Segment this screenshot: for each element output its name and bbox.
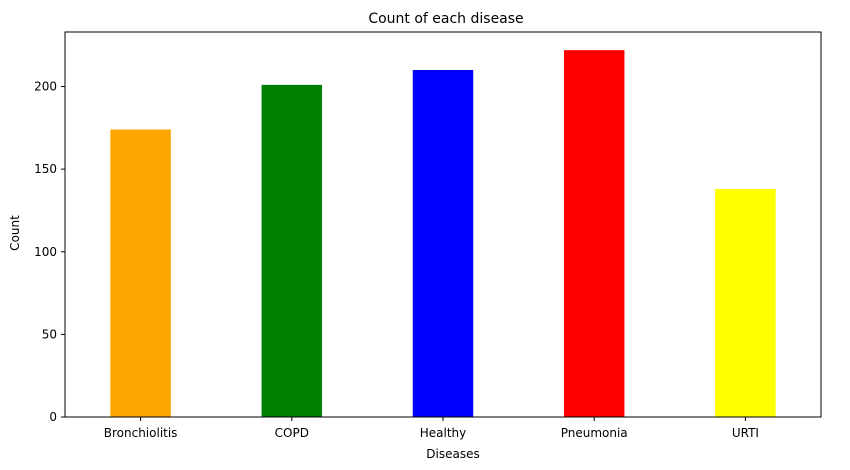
bar-pneumonia <box>563 50 625 417</box>
x-tick-label: Pneumonia <box>561 426 628 440</box>
chart-title: Count of each disease <box>368 11 523 27</box>
y-tick-label: 200 <box>34 80 57 94</box>
x-tick-label: Bronchiolitis <box>104 426 178 440</box>
bar-copd <box>261 84 323 417</box>
y-tick-label: 100 <box>34 245 57 259</box>
y-tick-label: 150 <box>34 162 57 176</box>
y-tick-label: 0 <box>49 410 57 424</box>
bar-healthy <box>412 70 474 417</box>
x-tick-label: URTI <box>732 426 759 440</box>
x-axis-title: Diseases <box>426 447 479 461</box>
plot-area: Bronchiolitis COPD Healthy Pneumonia URTI 0 50… <box>34 31 822 440</box>
bar-bronchiolitis <box>110 129 171 418</box>
x-tick-label: COPD <box>275 426 309 440</box>
y-axis-title: Count <box>8 215 22 251</box>
y-tick-label: 50 <box>42 327 57 341</box>
bar-urti <box>715 188 776 417</box>
x-tick-label: Healthy <box>420 426 467 440</box>
